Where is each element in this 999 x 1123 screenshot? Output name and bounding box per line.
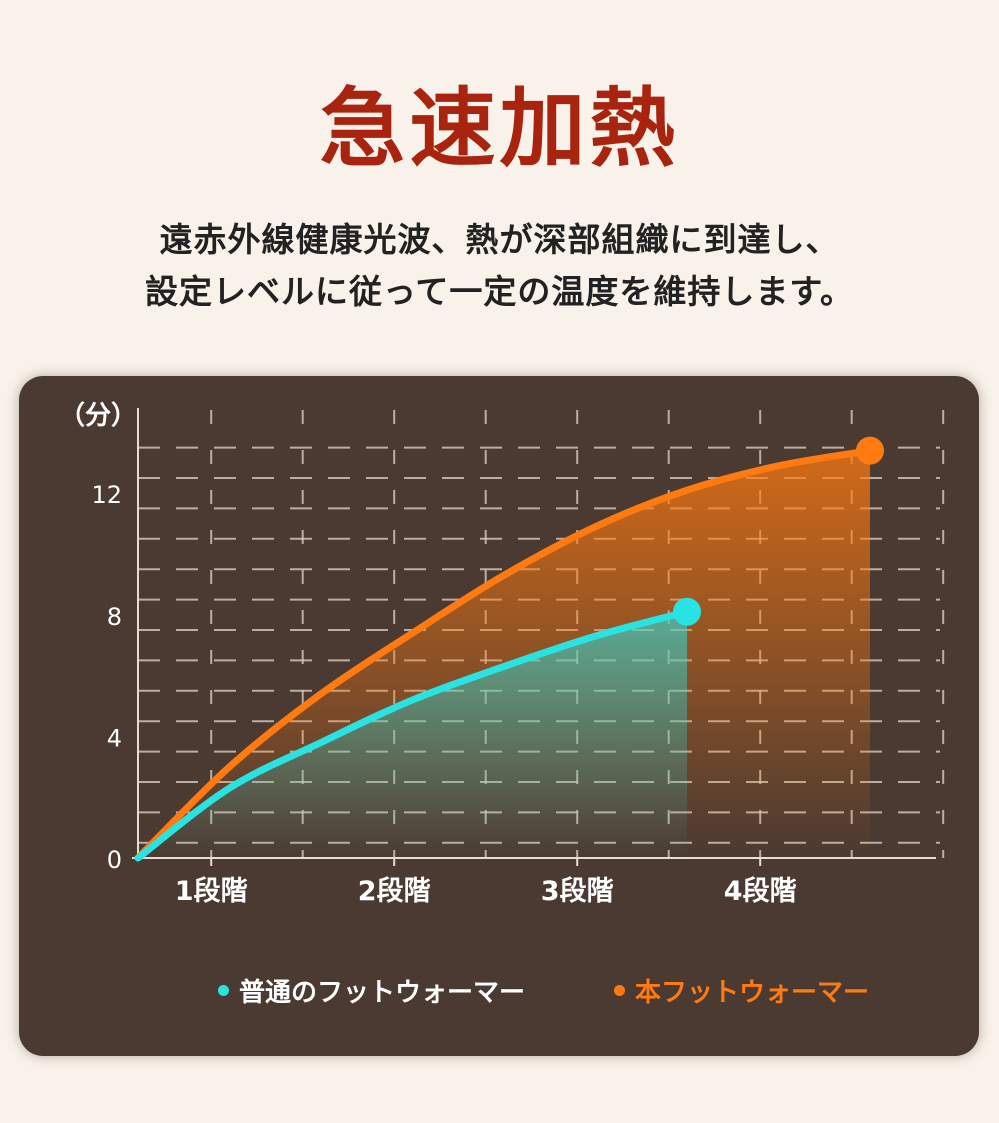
chart-areas	[138, 450, 870, 858]
series-end-point-1	[856, 436, 884, 465]
legend-label-this-product: 本フットウォーマー	[635, 978, 870, 1008]
y-tick-label: 4	[107, 724, 122, 752]
chart-series	[134, 436, 884, 862]
y-tick-label: 12	[91, 481, 122, 509]
subtitle-line-2: 設定レベルに従って一定の温度を維持します。	[144, 272, 855, 311]
legend-label-normal: 普通のフットウォーマー	[239, 978, 526, 1008]
series-area-0	[138, 611, 687, 858]
legend-dot-normal	[218, 985, 229, 996]
legend-item-this-product: 本フットウォーマー	[614, 972, 869, 1009]
x-tick-label: 4段階	[724, 876, 797, 907]
y-axis-label: （分）	[59, 401, 137, 431]
x-tick-label: 1段階	[175, 876, 248, 907]
y-tick-label: 0	[107, 846, 122, 874]
legend-dot-this-product	[614, 985, 625, 996]
x-tick-label: 3段階	[541, 876, 614, 907]
series-line-0	[134, 608, 691, 862]
series-end-point-0	[673, 597, 701, 626]
subtitle-line-1: 遠赤外線健康光波、熱が深部組織に到達し、	[159, 220, 840, 259]
series-line-1	[134, 447, 874, 862]
y-tick-label: 8	[107, 603, 122, 631]
page-title: 急速加熱	[319, 79, 680, 179]
legend-item-normal: 普通のフットウォーマー	[218, 972, 525, 1009]
x-tick-label: 2段階	[358, 876, 431, 907]
chart-labels: 0 4 8 12 （分） 1段階 2段階 3段階 4段階	[59, 401, 797, 907]
